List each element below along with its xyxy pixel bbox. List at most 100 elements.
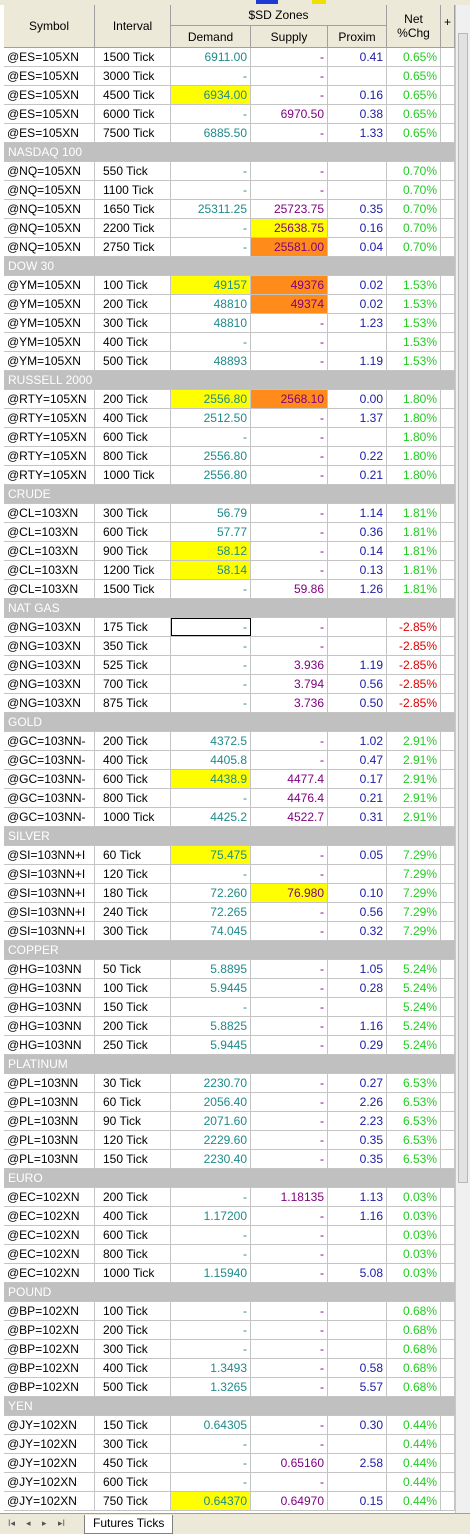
net-chg-cell[interactable]: 0.70%: [387, 162, 441, 180]
supply-cell[interactable]: -: [251, 1112, 328, 1130]
extra-cell[interactable]: [441, 1036, 455, 1054]
first-sheet-icon[interactable]: I◂: [8, 1518, 16, 1528]
extra-cell[interactable]: [441, 732, 455, 750]
extra-cell[interactable]: [441, 1245, 455, 1263]
net-chg-cell[interactable]: 7.29%: [387, 922, 441, 940]
extra-cell[interactable]: [441, 903, 455, 921]
proxim-cell[interactable]: 1.16: [328, 1017, 387, 1035]
interval-cell[interactable]: 300 Tick: [95, 314, 171, 332]
supply-cell[interactable]: -: [251, 1245, 328, 1263]
demand-cell[interactable]: 72.265: [171, 903, 251, 921]
net-chg-cell[interactable]: 0.03%: [387, 1207, 441, 1225]
supply-cell[interactable]: -: [251, 124, 328, 142]
net-chg-cell[interactable]: 0.65%: [387, 86, 441, 104]
net-chg-cell[interactable]: 7.29%: [387, 884, 441, 902]
demand-cell[interactable]: 2512.50: [171, 409, 251, 427]
extra-cell[interactable]: [441, 200, 455, 218]
proxim-cell[interactable]: 0.32: [328, 922, 387, 940]
supply-cell[interactable]: -: [251, 922, 328, 940]
net-chg-cell[interactable]: 0.03%: [387, 1226, 441, 1244]
net-chg-cell[interactable]: 1.81%: [387, 580, 441, 598]
demand-cell[interactable]: 4425.2: [171, 808, 251, 826]
interval-cell[interactable]: 1200 Tick: [95, 561, 171, 579]
proxim-cell[interactable]: [328, 333, 387, 351]
demand-cell[interactable]: -: [171, 1473, 251, 1491]
interval-cell[interactable]: 150 Tick: [95, 1416, 171, 1434]
supply-cell[interactable]: -: [251, 637, 328, 655]
interval-cell[interactable]: 6000 Tick: [95, 105, 171, 123]
symbol-cell[interactable]: @NG=103XN: [4, 637, 95, 655]
demand-cell[interactable]: 2556.80: [171, 466, 251, 484]
demand-cell[interactable]: -: [171, 1454, 251, 1472]
interval-cell[interactable]: 800 Tick: [95, 447, 171, 465]
supply-cell[interactable]: -: [251, 504, 328, 522]
supply-cell[interactable]: -: [251, 314, 328, 332]
symbol-cell[interactable]: @NQ=105XN: [4, 200, 95, 218]
group-header-row[interactable]: CRUDE: [4, 485, 455, 504]
extra-cell[interactable]: [441, 1207, 455, 1225]
symbol-cell[interactable]: @RTY=105XN: [4, 428, 95, 446]
demand-cell[interactable]: 48810: [171, 314, 251, 332]
supply-cell[interactable]: -: [251, 542, 328, 560]
extra-cell[interactable]: [441, 1074, 455, 1092]
proxim-cell[interactable]: [328, 1473, 387, 1491]
net-chg-cell[interactable]: 0.44%: [387, 1435, 441, 1453]
extra-cell[interactable]: [441, 656, 455, 674]
net-chg-cell[interactable]: -2.85%: [387, 694, 441, 712]
demand-cell[interactable]: -: [171, 675, 251, 693]
net-chg-cell[interactable]: -2.85%: [387, 656, 441, 674]
symbol-cell[interactable]: @YM=105XN: [4, 352, 95, 370]
demand-cell[interactable]: 2071.60: [171, 1112, 251, 1130]
interval-cell[interactable]: 2200 Tick: [95, 219, 171, 237]
extra-cell[interactable]: [441, 67, 455, 85]
proxim-cell[interactable]: [328, 1302, 387, 1320]
net-chg-cell[interactable]: 0.44%: [387, 1473, 441, 1491]
net-chg-cell[interactable]: 1.80%: [387, 447, 441, 465]
extra-cell[interactable]: [441, 1359, 455, 1377]
extra-cell[interactable]: [441, 751, 455, 769]
interval-cell[interactable]: 525 Tick: [95, 656, 171, 674]
supply-cell[interactable]: 4476.4: [251, 789, 328, 807]
symbol-cell[interactable]: @SI=103NN+I: [4, 846, 95, 864]
interval-cell[interactable]: 300 Tick: [95, 1340, 171, 1358]
interval-cell[interactable]: 600 Tick: [95, 1226, 171, 1244]
proxim-cell[interactable]: 1.19: [328, 352, 387, 370]
extra-cell[interactable]: [441, 675, 455, 693]
interval-cell[interactable]: 450 Tick: [95, 1454, 171, 1472]
header-symbol[interactable]: Symbol: [4, 5, 95, 48]
supply-cell[interactable]: -: [251, 979, 328, 997]
extra-cell[interactable]: [441, 637, 455, 655]
symbol-cell[interactable]: @SI=103NN+I: [4, 865, 95, 883]
demand-cell[interactable]: 2229.60: [171, 1131, 251, 1149]
net-chg-cell[interactable]: 5.24%: [387, 1017, 441, 1035]
net-chg-cell[interactable]: 1.80%: [387, 428, 441, 446]
supply-cell[interactable]: 59.86: [251, 580, 328, 598]
extra-cell[interactable]: [441, 523, 455, 541]
supply-cell[interactable]: 4522.7: [251, 808, 328, 826]
proxim-cell[interactable]: 0.00: [328, 390, 387, 408]
symbol-cell[interactable]: @PL=103NN: [4, 1131, 95, 1149]
extra-cell[interactable]: [441, 238, 455, 256]
net-chg-cell[interactable]: 0.70%: [387, 238, 441, 256]
net-chg-cell[interactable]: 7.29%: [387, 865, 441, 883]
supply-cell[interactable]: -: [251, 1473, 328, 1491]
supply-cell[interactable]: 2568.10: [251, 390, 328, 408]
group-header-row[interactable]: EURO: [4, 1169, 455, 1188]
supply-cell[interactable]: -: [251, 1093, 328, 1111]
net-chg-cell[interactable]: 6.53%: [387, 1112, 441, 1130]
net-chg-cell[interactable]: 2.91%: [387, 770, 441, 788]
last-sheet-icon[interactable]: ▸I: [58, 1518, 66, 1528]
net-chg-cell[interactable]: 1.53%: [387, 295, 441, 313]
demand-cell[interactable]: 2230.40: [171, 1150, 251, 1168]
net-chg-cell[interactable]: 0.68%: [387, 1302, 441, 1320]
demand-cell[interactable]: 4405.8: [171, 751, 251, 769]
interval-cell[interactable]: 800 Tick: [95, 789, 171, 807]
interval-cell[interactable]: 7500 Tick: [95, 124, 171, 142]
symbol-cell[interactable]: @GC=103NN-: [4, 732, 95, 750]
symbol-cell[interactable]: @EC=102XN: [4, 1188, 95, 1206]
net-chg-cell[interactable]: 1.53%: [387, 352, 441, 370]
extra-cell[interactable]: [441, 219, 455, 237]
symbol-cell[interactable]: @BP=102XN: [4, 1302, 95, 1320]
symbol-cell[interactable]: @YM=105XN: [4, 314, 95, 332]
net-chg-cell[interactable]: 6.53%: [387, 1093, 441, 1111]
